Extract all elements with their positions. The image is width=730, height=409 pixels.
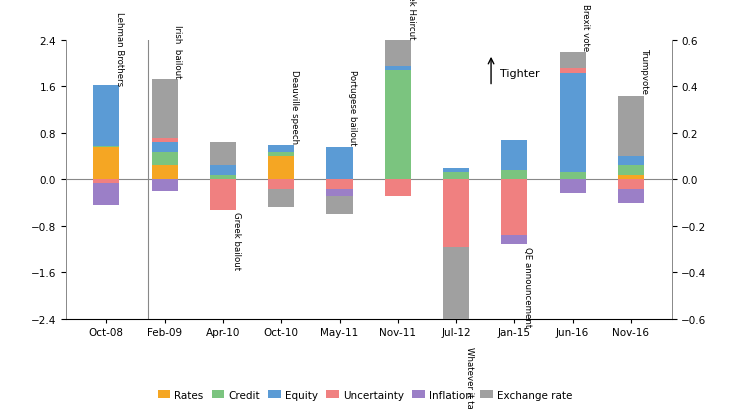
Bar <box>502 171 528 180</box>
Text: QE announcement: QE announcement <box>523 247 532 327</box>
Bar <box>385 66 411 71</box>
Bar <box>443 169 469 173</box>
Text: Greek bailout: Greek bailout <box>231 212 241 270</box>
Bar <box>559 73 585 173</box>
Bar <box>385 180 411 196</box>
Bar <box>268 145 294 152</box>
Bar <box>93 180 120 183</box>
Bar <box>385 71 411 180</box>
Text: Greek Haircut: Greek Haircut <box>407 0 415 39</box>
Bar <box>618 157 644 166</box>
Text: Portugese bailout: Portugese bailout <box>348 70 357 146</box>
Text: Brexit vote: Brexit vote <box>581 4 591 51</box>
Bar <box>210 180 236 210</box>
Text: Tighter: Tighter <box>500 68 539 79</box>
Bar <box>443 247 469 344</box>
Bar <box>210 143 236 166</box>
Bar <box>152 143 178 152</box>
Bar <box>443 173 469 180</box>
Bar <box>210 166 236 175</box>
Bar <box>502 236 528 245</box>
Bar <box>618 189 644 203</box>
Bar <box>268 180 294 189</box>
Bar <box>93 86 120 147</box>
Text: Irish  bailout: Irish bailout <box>174 25 182 79</box>
Bar <box>152 180 178 191</box>
Bar <box>152 166 178 180</box>
Bar <box>502 141 528 171</box>
Bar <box>326 189 353 196</box>
Text: Whatever it takes: Whatever it takes <box>465 346 474 409</box>
Bar <box>443 180 469 247</box>
Text: Trumpvote: Trumpvote <box>639 49 649 94</box>
Bar <box>618 175 644 180</box>
Bar <box>268 157 294 180</box>
Bar <box>268 189 294 208</box>
Bar <box>618 180 644 189</box>
Bar <box>559 173 585 180</box>
Bar <box>268 152 294 157</box>
Bar <box>559 69 585 73</box>
Bar <box>385 41 411 66</box>
Bar <box>152 138 178 143</box>
Text: Deauville speech: Deauville speech <box>290 70 299 143</box>
Bar <box>326 196 353 215</box>
Bar <box>326 148 353 180</box>
Bar <box>618 97 644 157</box>
Bar <box>93 183 120 205</box>
Legend: Rates, Credit, Equity, Uncertainty, Inflation, Exchange rate: Rates, Credit, Equity, Uncertainty, Infl… <box>153 386 577 404</box>
Bar <box>93 147 120 148</box>
Bar <box>152 80 178 138</box>
Bar <box>93 148 120 180</box>
Text: Lehman Brothers: Lehman Brothers <box>115 12 124 85</box>
Bar <box>559 52 585 69</box>
Bar <box>618 166 644 175</box>
Bar <box>210 175 236 180</box>
Bar <box>326 180 353 189</box>
Bar <box>559 180 585 194</box>
Bar <box>152 152 178 166</box>
Bar <box>502 180 528 236</box>
